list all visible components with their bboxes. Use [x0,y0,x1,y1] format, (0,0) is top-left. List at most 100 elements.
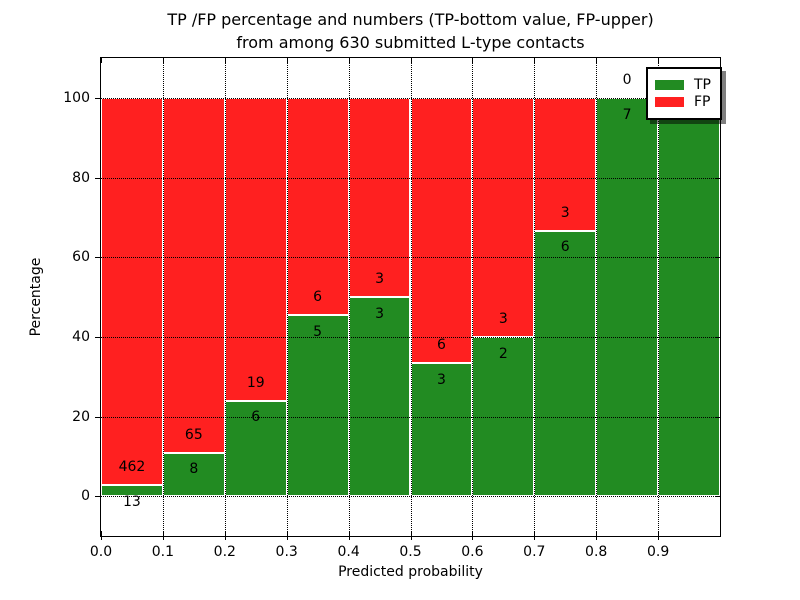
bar-fp-segment [162,97,225,453]
ticks-layer [95,58,720,540]
y-tick-label: 0 [81,488,90,505]
y-tick-left [95,257,102,259]
tp-count-label: 8 [189,461,199,478]
x-tick-label: 0.9 [646,544,670,560]
bar-fp-segment [101,97,163,486]
legend-row: FP [655,95,711,109]
tp-count-label: 13 [123,493,141,510]
bar-fp-segment [348,97,411,297]
x-tick-top [162,58,164,63]
x-tick-label: 0.7 [523,544,546,560]
chart-title-line1: TP /FP percentage and numbers (TP-bottom… [167,10,654,29]
x-tick-top [596,58,598,63]
fp-count-label: 19 [246,374,265,391]
x-tick-top [224,58,226,63]
tp-count-label: 2 [498,345,508,362]
bar-fp-segment [224,97,287,401]
x-tick-label: 0.8 [585,544,608,560]
tp-count-label: 3 [436,372,446,389]
bar-tp-segment [534,230,597,497]
x-tick-top [348,58,350,63]
bar-tp-segment [101,485,163,497]
y-tick-right [715,416,720,418]
gridline-vertical [286,58,288,536]
legend-swatch-fp [655,97,684,107]
y-tick-left [95,416,102,418]
x-axis-title: Predicted probability [338,564,483,580]
gridline-vertical [224,58,226,536]
bar-fp-segment [534,97,597,231]
tp-count-label: 6 [560,239,570,256]
grid-layer [101,58,720,536]
fp-count-label: 0 [622,71,632,88]
legend: TP FP [646,67,722,120]
gridline-vertical [596,58,598,536]
legend-label: FP [694,94,711,110]
bar-fp-segment [410,97,473,364]
y-tick-left [95,336,102,338]
y-tick-left [95,496,102,498]
x-tick-bottom [472,531,474,540]
x-tick-bottom [348,531,350,540]
bar-tp-segment [596,97,659,497]
fp-count-label: 3 [498,310,508,327]
x-tick-top [410,58,412,63]
fp-count-label: 6 [313,289,323,306]
y-tick-label: 20 [72,408,90,425]
y-tick-label: 80 [72,169,90,186]
y-tick-right [715,336,720,338]
chart-title-line2: from among 630 submitted L-type contacts [236,33,585,52]
y-tick-label: 40 [72,328,90,345]
tp-count-label: 7 [622,106,632,123]
x-tick-label: 0.2 [213,544,236,560]
x-tick-bottom [162,531,164,540]
fp-count-label: 3 [560,204,570,221]
tp-count-label: 3 [375,305,385,322]
x-tick-top [658,58,660,63]
chart-title: TP /FP percentage and numbers (TP-bottom… [100,8,721,54]
bars-layer [101,58,720,536]
legend-row: TP [655,78,711,92]
gridline-vertical [658,58,660,536]
y-tick-left [95,97,102,99]
legend-items: TP FP [655,78,711,109]
bar-tp-segment [348,297,411,497]
x-tick-top [534,58,536,63]
legend-label: TP [694,77,711,93]
y-tick-label: 100 [63,89,90,106]
x-tick-bottom [101,531,102,540]
x-tick-label: 0.0 [89,544,113,560]
tp-count-label: 5 [313,323,323,340]
tp-count-label: 6 [251,409,261,426]
bar-fp-segment [286,97,349,316]
fp-count-label: 65 [184,426,203,443]
bar-tp-segment [658,97,720,497]
x-tick-bottom [596,531,598,540]
gridline-vertical [348,58,350,536]
x-tick-top [472,58,474,63]
x-tick-label: 0.5 [399,544,422,560]
bar-tp-segment [286,315,349,497]
y-tick-right [715,177,720,179]
x-tick-label: 0.3 [275,544,298,560]
x-tick-label: 0.6 [461,544,484,560]
gridline-vertical [472,58,474,536]
gridline-vertical [410,58,412,536]
y-tick-right [715,496,720,498]
x-tick-label: 0.4 [337,544,360,560]
x-tick-top [286,58,288,63]
y-tick-label: 60 [72,249,90,266]
x-tick-bottom [534,531,536,540]
gridline-vertical [162,58,164,536]
y-tick-left [95,177,102,179]
legend-swatch-tp [655,80,684,90]
bar-fp-segment [472,97,535,337]
gridline-vertical [534,58,536,536]
fp-count-label: 6 [436,337,446,354]
x-tick-bottom [224,531,226,540]
y-tick-right [715,257,720,259]
x-tick-bottom [410,531,412,540]
fp-count-label: 462 [118,459,146,476]
